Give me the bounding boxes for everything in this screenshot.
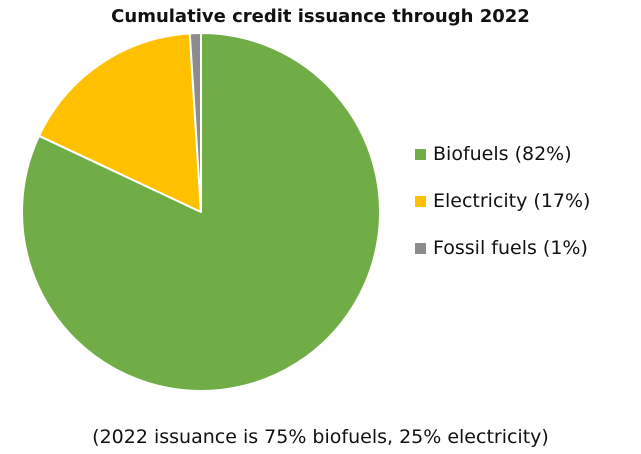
pie-slice-fossil-fuels <box>188 32 202 213</box>
pie-slice-electricity <box>38 32 202 213</box>
legend-swatch-electricity <box>415 195 426 207</box>
legend-swatch-biofuels <box>415 148 426 160</box>
pie-slice-biofuels <box>21 32 381 392</box>
chart-title: Cumulative credit issuance through 2022 <box>111 6 530 27</box>
legend-label-fossil-fuels: Fossil fuels (1%) <box>433 237 588 259</box>
legend-label-biofuels: Biofuels (82%) <box>433 143 572 165</box>
legend-item-biofuels: Biofuels (82%) <box>415 142 590 166</box>
footnote: (2022 issuance is 75% biofuels, 25% elec… <box>92 426 549 448</box>
legend-item-fossil-fuels: Fossil fuels (1%) <box>415 236 590 260</box>
legend-swatch-fossil-fuels <box>415 242 426 254</box>
legend-label-electricity: Electricity (17%) <box>433 190 591 212</box>
legend-item-electricity: Electricity (17%) <box>415 189 590 213</box>
legend: Biofuels (82%) Electricity (17%) Fossil … <box>415 142 590 283</box>
